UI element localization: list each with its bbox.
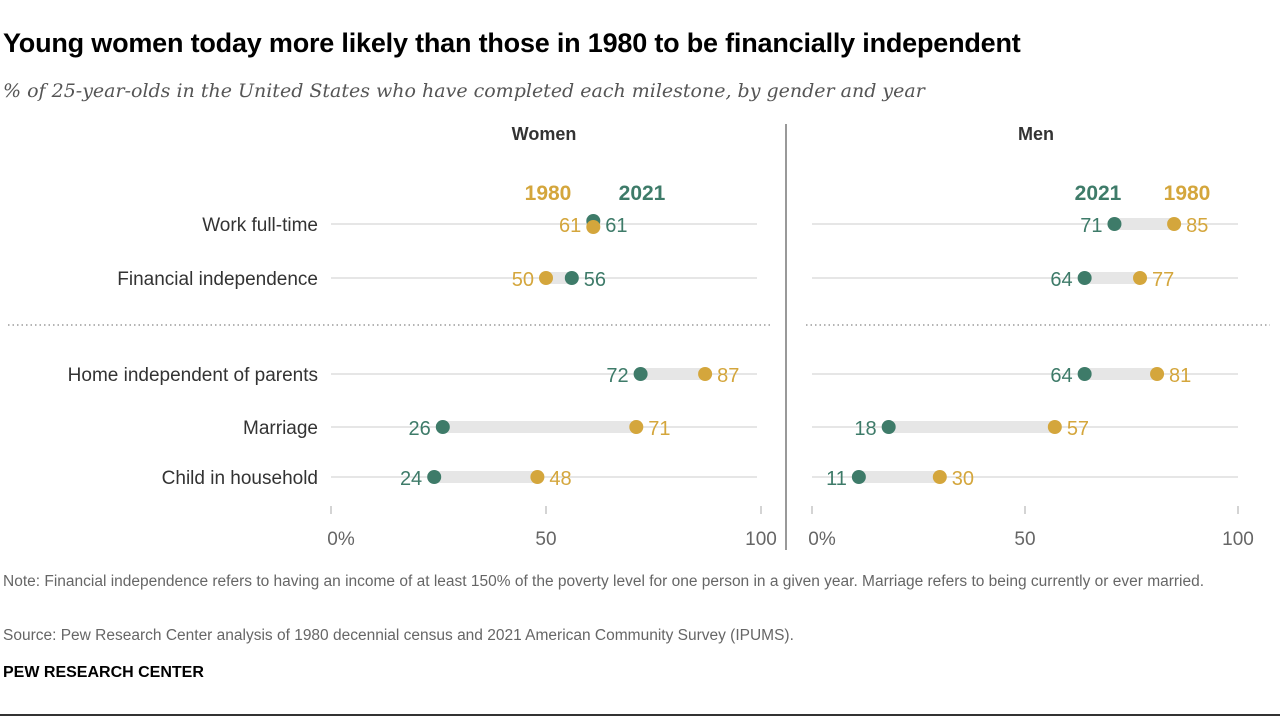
- axis-tick-label: 100: [745, 529, 777, 550]
- axis-tick-label: 50: [535, 529, 556, 550]
- range-bar: [1114, 218, 1175, 230]
- dot-1980: [1047, 420, 1062, 434]
- brand-logo: PEW RESEARCH CENTER: [3, 664, 204, 681]
- dot-2021: [1077, 367, 1092, 381]
- range-bar: [1084, 368, 1158, 380]
- data-label-1980: 30: [952, 468, 974, 490]
- data-label-1980: 50: [512, 269, 534, 291]
- data-label-1980: 81: [1169, 365, 1191, 387]
- dot-2021: [564, 271, 579, 285]
- dot-1980: [539, 271, 553, 285]
- dot-1980: [1133, 271, 1148, 285]
- range-bar: [434, 471, 538, 483]
- range-bar: [546, 272, 572, 284]
- chart-title: Young women today more likely than those…: [3, 28, 1021, 58]
- data-label-2021: 24: [400, 468, 422, 490]
- axis-tick-label: 0%: [327, 529, 355, 550]
- dot-1980: [629, 420, 644, 434]
- dot-2021: [633, 367, 648, 381]
- dot-1980: [1167, 217, 1182, 231]
- range-bar: [640, 368, 706, 380]
- data-label-1980: 48: [549, 468, 571, 490]
- dot-2021: [1077, 271, 1092, 285]
- category-label: Home independent of parents: [68, 365, 318, 386]
- chart-subtitle: % of 25-year-olds in the United States w…: [3, 80, 925, 102]
- note: Note: Financial independence refers to h…: [3, 573, 1205, 590]
- dot-1980: [530, 470, 545, 484]
- data-label-2021: 61: [605, 215, 627, 237]
- data-label-1980: 57: [1067, 418, 1089, 440]
- dot-2021: [1107, 217, 1122, 231]
- range-bar: [888, 421, 1055, 433]
- data-label-2021: 18: [854, 418, 876, 440]
- category-label: Financial independence: [117, 269, 318, 290]
- data-label-1980: 77: [1152, 269, 1174, 291]
- panel-title: Women: [512, 124, 577, 144]
- legend-1980: 1980: [1164, 182, 1211, 205]
- axis-tick-label: 50: [1014, 529, 1035, 550]
- data-label-2021: 11: [826, 468, 847, 490]
- legend-2021: 2021: [1075, 182, 1122, 205]
- data-label-1980: 87: [717, 365, 739, 387]
- data-label-1980: 61: [559, 215, 581, 237]
- dot-2021: [427, 470, 442, 484]
- data-label-2021: 64: [1050, 269, 1072, 291]
- data-label-1980: 71: [648, 418, 670, 440]
- axis-tick-label: 0%: [808, 529, 836, 550]
- data-label-1980: 85: [1186, 215, 1208, 237]
- source: Source: Pew Research Center analysis of …: [3, 627, 794, 644]
- dot-2021: [435, 420, 450, 434]
- data-label-2021: 26: [409, 418, 431, 440]
- category-label: Marriage: [243, 418, 318, 439]
- range-bar: [442, 421, 637, 433]
- dot-2021: [881, 420, 896, 434]
- data-label-2021: 64: [1050, 365, 1072, 387]
- dot-1980: [932, 470, 947, 484]
- category-label: Work full-time: [202, 215, 318, 236]
- range-bar: [1084, 272, 1141, 284]
- range-bar: [858, 471, 940, 483]
- data-label-2021: 71: [1080, 215, 1102, 237]
- dot-1980: [698, 367, 713, 381]
- bottom-rule: [0, 714, 1280, 716]
- category-label: Child in household: [162, 468, 318, 489]
- legend-2021: 2021: [619, 182, 666, 205]
- dot-1980: [1150, 367, 1165, 381]
- data-label-2021: 72: [606, 365, 628, 387]
- legend-1980: 1980: [525, 182, 572, 205]
- dot-2021: [851, 470, 866, 484]
- axis-tick-label: 100: [1222, 529, 1254, 550]
- dot-1980: [586, 220, 601, 234]
- data-label-2021: 56: [584, 269, 606, 291]
- panel-title: Men: [1018, 124, 1054, 144]
